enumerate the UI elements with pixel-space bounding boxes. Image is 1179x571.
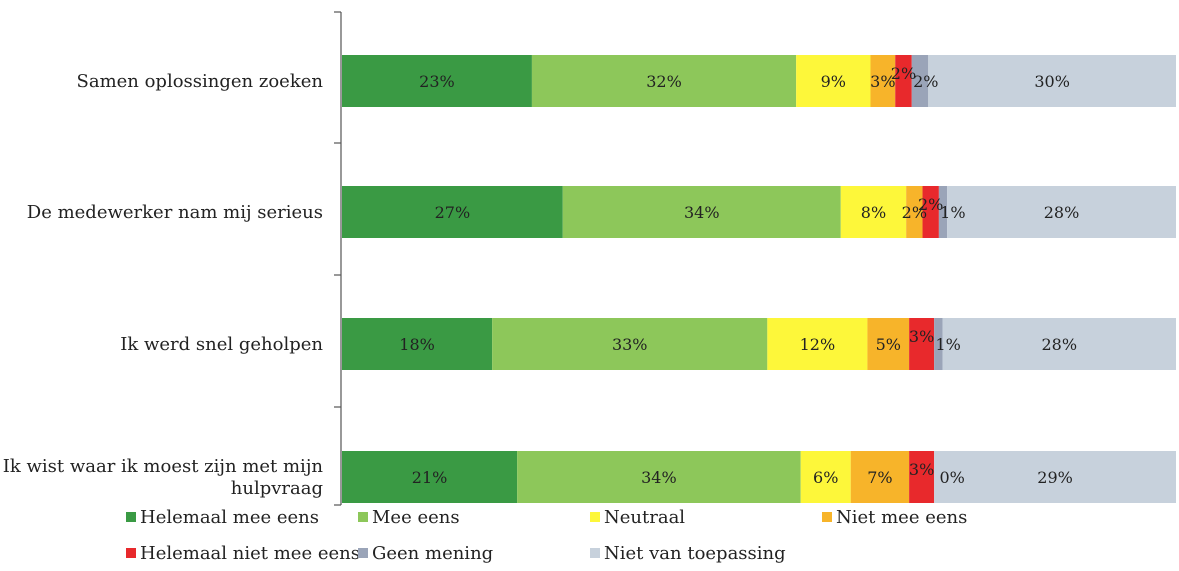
legend-swatch xyxy=(590,512,600,522)
bar-segment xyxy=(342,186,563,238)
bar-segment xyxy=(870,55,896,107)
data-label: 5% xyxy=(876,335,901,354)
category-label: Ik werd snel geholpen xyxy=(120,334,323,355)
data-label: 2% xyxy=(918,195,943,214)
legend-item: Niet van toepassing xyxy=(590,543,786,564)
data-label: 27% xyxy=(435,203,471,222)
data-label: 3% xyxy=(870,72,895,91)
bar-segment xyxy=(922,186,939,238)
legend-swatch xyxy=(358,548,368,558)
category-label: De medewerker nam mij serieus xyxy=(27,202,323,223)
legend-swatch xyxy=(126,512,136,522)
data-label: 9% xyxy=(821,72,846,91)
data-label: 32% xyxy=(646,72,682,91)
bar-segment xyxy=(342,318,493,370)
data-label: 1% xyxy=(940,203,965,222)
bar-segment xyxy=(906,186,923,238)
data-labels: 23% 32% 9% 3%2%2% 30%27% 34% 8% 2%2%1% 28%18% 33%… xyxy=(399,64,1079,487)
data-label: 23% xyxy=(419,72,455,91)
bar-segment xyxy=(934,451,1176,503)
data-label: 12% xyxy=(800,335,836,354)
bar-segment xyxy=(531,55,797,107)
bar-segment xyxy=(342,451,518,503)
data-label: 3% xyxy=(909,327,934,346)
bar-segment xyxy=(800,451,851,503)
legend: Helemaal mee eens Mee eens Neutraal Niet me… xyxy=(126,507,967,564)
data-label: 2% xyxy=(891,64,916,83)
category-labels: Samen oplossingen zoeken De medewerker na… xyxy=(3,71,324,499)
bar-segment xyxy=(867,318,910,370)
data-label: 1% xyxy=(935,335,960,354)
bar-segment xyxy=(895,55,912,107)
data-label: 7% xyxy=(867,468,892,487)
bar-segment xyxy=(928,55,1176,107)
data-label: 6% xyxy=(813,468,838,487)
bar-segment xyxy=(934,318,943,370)
data-label: 29% xyxy=(1037,468,1073,487)
legend-item: Niet mee eens xyxy=(822,507,967,528)
legend-swatch xyxy=(358,512,368,522)
category-label: Ik wist waar ik moest zijn met mijn xyxy=(3,456,324,477)
legend-item: Neutraal xyxy=(590,507,685,528)
data-label: 28% xyxy=(1041,335,1077,354)
data-label: 8% xyxy=(861,203,886,222)
data-label: 3% xyxy=(909,460,934,479)
data-label: 0% xyxy=(939,468,964,487)
bar-segment xyxy=(492,318,768,370)
legend-label: Geen mening xyxy=(372,543,493,564)
bar-segment xyxy=(342,55,532,107)
bar-segment xyxy=(942,318,1176,370)
legend-label: Niet van toepassing xyxy=(604,543,786,564)
bar-segment xyxy=(947,186,1176,238)
legend-swatch xyxy=(126,548,136,558)
data-label: 18% xyxy=(399,335,435,354)
legend-item: Mee eens xyxy=(358,507,460,528)
legend-item: Helemaal mee eens xyxy=(126,507,319,528)
data-label: 30% xyxy=(1034,72,1070,91)
data-label: 33% xyxy=(612,335,648,354)
bar-segment xyxy=(562,186,841,238)
bar-segment xyxy=(909,318,935,370)
data-label: 2% xyxy=(902,203,927,222)
category-label: Samen oplossingen zoeken xyxy=(77,71,324,92)
legend-label: Neutraal xyxy=(604,507,685,528)
y-axis xyxy=(334,11,342,506)
bar-segment xyxy=(767,318,868,370)
bar-segment xyxy=(938,186,948,238)
legend-label: Helemaal niet mee eens xyxy=(140,543,360,564)
data-label: 2% xyxy=(913,72,938,91)
legend-item: Helemaal niet mee eens xyxy=(126,543,360,564)
legend-swatch xyxy=(822,512,832,522)
legend-label: Helemaal mee eens xyxy=(140,507,319,528)
bar-segment xyxy=(517,451,801,503)
bar-segments xyxy=(342,55,1176,503)
data-label: 28% xyxy=(1044,203,1080,222)
bar-segment xyxy=(796,55,871,107)
bar-segment xyxy=(911,55,929,107)
bar-segment xyxy=(840,186,907,238)
data-label: 21% xyxy=(412,468,448,487)
legend-swatch xyxy=(590,548,600,558)
bar-segment xyxy=(909,451,935,503)
legend-item: Geen mening xyxy=(358,543,493,564)
data-label: 34% xyxy=(684,203,720,222)
category-label: hulpvraag xyxy=(231,478,323,499)
bar-segment xyxy=(850,451,910,503)
legend-label: Niet mee eens xyxy=(836,507,967,528)
legend-label: Mee eens xyxy=(372,507,460,528)
data-label: 34% xyxy=(641,468,677,487)
